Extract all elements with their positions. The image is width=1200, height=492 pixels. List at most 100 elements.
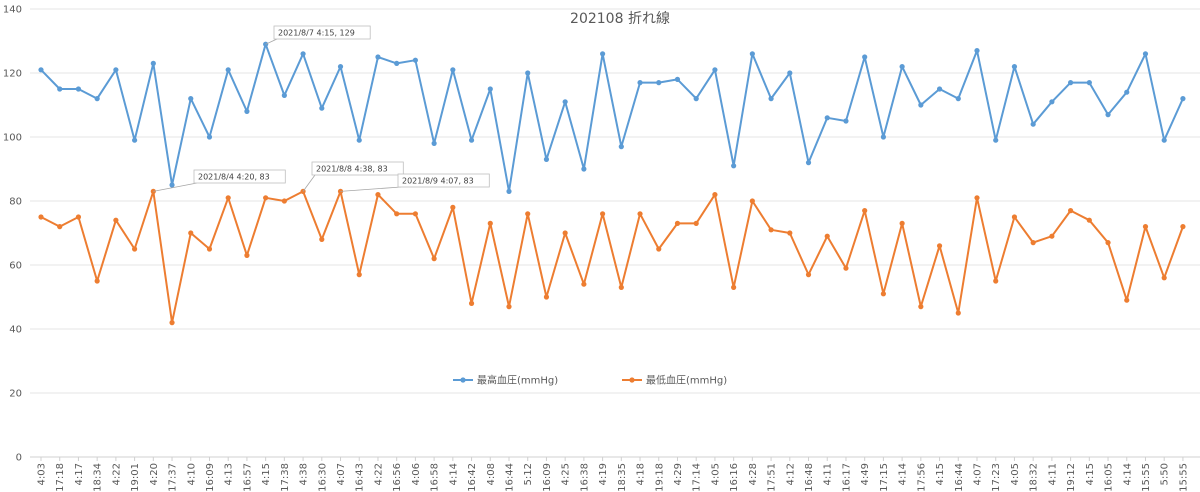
data-point [974,195,980,201]
x-tick-label: 4:12 [785,463,796,485]
x-tick-label: 16:09 [542,463,553,492]
x-tick-label: 4:14 [448,463,459,485]
data-point [936,86,943,92]
x-tick-label: 4:14 [1122,463,1133,485]
data-point [94,96,100,102]
x-tick-label: 4:22 [111,463,122,485]
x-tick-label: 16:30 [317,463,328,492]
data-point [412,211,418,217]
data-point [993,278,999,284]
data-point [918,102,924,108]
x-tick-label: 4:15 [261,463,272,485]
data-point [581,281,587,287]
data-point [506,304,512,310]
y-tick-label: 20 [9,389,22,400]
x-tick-label: 19:12 [1066,463,1077,492]
data-point [936,243,943,249]
data-point [543,156,550,162]
x-tick-label: 4:19 [598,463,609,485]
data-point [712,67,718,73]
data-point [880,291,887,297]
x-tick-label: 17:15 [879,463,890,492]
data-point [993,137,999,143]
data-point [768,96,774,102]
x-tick-label: 19:01 [130,463,141,492]
data-point [188,96,194,102]
x-tick-label: 4:05 [710,463,721,485]
data-point [618,284,624,290]
data-point [450,67,456,73]
callout-leader [265,38,278,45]
data-point [431,256,437,262]
callout-box [193,169,286,184]
callout-leader [340,186,402,192]
data-point [600,51,606,57]
callout-box [273,25,371,40]
data-point [113,217,119,223]
data-point [394,60,400,66]
data-point [281,198,287,204]
data-point [787,230,793,236]
data-point [562,99,568,105]
x-tick-label: 18:32 [1029,463,1040,492]
x-tick-label: 15:55 [1178,463,1189,492]
x-tick-label: 4:11 [823,463,834,485]
x-tick-label: 15:55 [1141,463,1152,492]
data-point [581,166,587,172]
data-point [637,80,643,86]
data-point [169,320,175,326]
x-tick-label: 5:50 [1160,463,1171,485]
data-point [543,294,550,300]
x-tick-label: 4:03 [37,463,48,485]
data-point [132,246,138,252]
data-point [805,160,812,166]
x-tick-label: 16:44 [954,463,965,492]
data-point [1049,233,1055,239]
data-point [656,246,662,252]
data-point [356,272,362,278]
data-point [225,195,231,201]
data-point [1105,112,1111,118]
x-tick-label: 4:07 [973,463,984,485]
data-point [1086,80,1092,86]
data-point [1011,214,1018,220]
data-point [862,208,868,214]
data-point [1161,275,1167,281]
callout-leader [302,174,316,192]
data-point [1049,99,1055,105]
x-tick-label: 4:06 [411,463,422,485]
x-tick-label: 16:58 [430,463,441,492]
data-point [1124,89,1130,95]
data-point [862,54,868,60]
data-point [487,86,493,92]
data-point [1124,297,1130,303]
data-point [656,80,662,86]
x-tick-label: 4:49 [860,463,871,485]
y-tick-label: 80 [9,197,22,208]
x-tick-label: 16:05 [1104,463,1115,492]
data-point [712,192,718,198]
data-point [899,64,905,70]
y-tick-label: 120 [3,69,22,80]
data-point [1142,51,1149,57]
x-tick-label: 17:37 [168,463,179,492]
data-point [487,220,493,226]
data-point [132,137,138,143]
data-point [468,300,475,306]
callouts: 2021/8/7 4:15, 129 2021/8/4 4:20, 83 2021/… [153,25,490,192]
x-tick-label: 16:43 [355,463,366,492]
legend: 最高血圧(mmHg) 最低血圧(mmHg) [453,374,727,387]
data-point [506,188,512,194]
data-point [394,211,400,217]
x-tick-label: 16:17 [841,463,852,492]
x-tick-label: 17:14 [692,463,703,492]
data-point [1161,137,1167,143]
x-tick-label: 4:15 [1085,463,1096,485]
callout-leader [153,182,198,192]
data-point [244,108,250,114]
callout-box [397,173,490,188]
data-point [899,220,905,226]
data-point [412,57,418,63]
callout-box [311,161,404,176]
x-tick-label: 17:38 [280,463,291,492]
